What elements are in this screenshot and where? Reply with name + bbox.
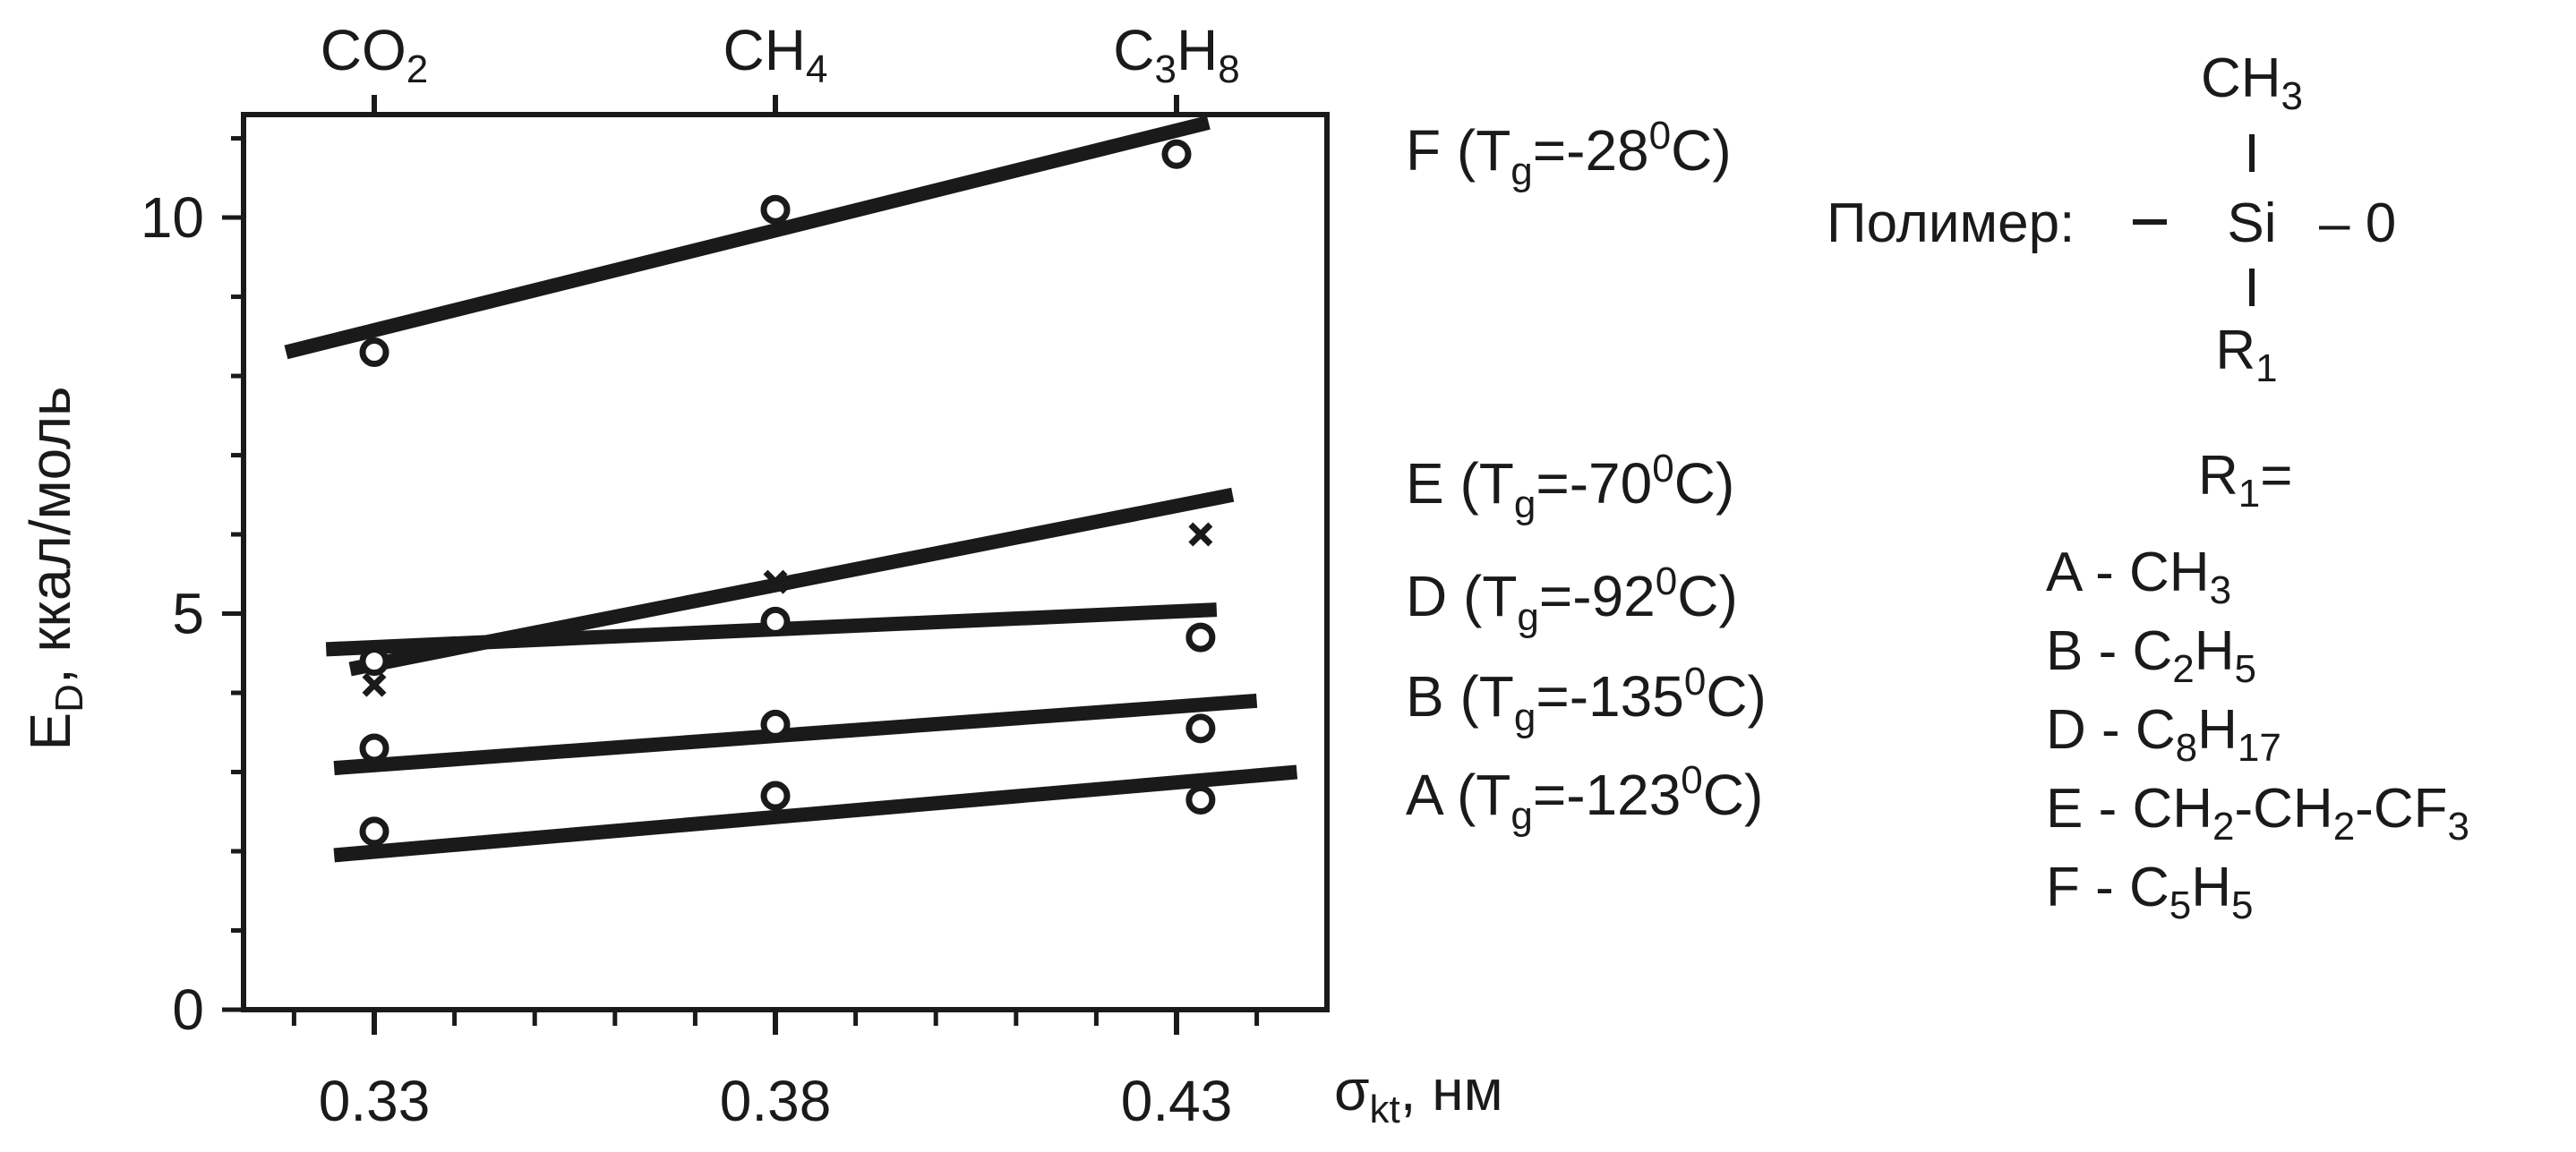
y-axis-title: ED, ккал/моль (18, 386, 91, 750)
structure-center: Si (2227, 192, 2276, 254)
point-A (359, 816, 389, 847)
cross-stroke (763, 569, 788, 594)
gas-label: CH4 (723, 18, 828, 91)
series-label-A: A (Tg=-1230C) (1406, 758, 1763, 838)
fit-line-A (333, 764, 1298, 863)
point-A (1185, 784, 1216, 815)
structure-top-group: CH3 (2201, 47, 2303, 118)
series-label-B: B (Tg=-1350C) (1406, 660, 1767, 739)
y-tick-label: 10 (141, 185, 204, 250)
series-A (333, 764, 1298, 863)
markers-B (359, 709, 1216, 764)
polymer-structure: CH3 Полимер: Si – 0 R1 R1= A - CH3 B - C2H5 D - … (1827, 47, 2469, 927)
x-tick-label: 0.43 (1121, 1069, 1233, 1133)
point-B (760, 709, 791, 739)
substituent-item: E - CH2-CH2-CF3 (2046, 778, 2469, 849)
series-label-F: F (Tg=-280C) (1406, 114, 1732, 193)
markers-D (359, 606, 1216, 677)
point-A (760, 781, 791, 811)
plot-frame (241, 112, 1330, 1012)
y-tick-label: 5 (172, 582, 204, 646)
fit-line-F (284, 115, 1211, 360)
markers-E (362, 522, 1213, 697)
y-tick-label: 0 (172, 977, 204, 1042)
point-F (1161, 139, 1192, 169)
point-B (359, 733, 389, 764)
cross-stroke (1188, 522, 1213, 547)
point-D (359, 646, 389, 677)
r1-header: R1= (2198, 445, 2292, 516)
gas-label: CO2 (321, 18, 428, 91)
substituent-item: B - C2H5 (2046, 620, 2256, 691)
markers-F (359, 139, 1192, 367)
point-E (763, 569, 788, 594)
point-F (760, 194, 791, 225)
cross-stroke (362, 672, 387, 697)
substituent-item: F - C5H5 (2046, 857, 2254, 927)
series-F (284, 115, 1211, 360)
substituent-item: D - C8H17 (2046, 699, 2281, 770)
structure-bottom-group: R1 (2215, 320, 2277, 390)
point-E (362, 672, 387, 697)
structure-right: – 0 (2319, 192, 2396, 254)
x-axis-title: σkt, нм (1334, 1058, 1503, 1131)
series-B (333, 693, 1258, 776)
substituent-item: A - CH3 (2046, 542, 2231, 612)
point-E (1188, 522, 1213, 547)
x-tick-label: 0.33 (319, 1069, 431, 1133)
point-D (1185, 622, 1216, 653)
point-D (760, 606, 791, 636)
point-B (1185, 713, 1216, 744)
markers-A (359, 781, 1216, 847)
series-label-D: D (Tg=-920C) (1406, 559, 1738, 639)
point-F (359, 337, 389, 367)
plot-area: 0.33 0.38 0.43 0 5 10 CO2 CH4 C3H8 σkt, нм ED, кка… (18, 18, 1503, 1133)
structure-prefix: Полимер: (1827, 192, 2075, 254)
series-label-E: E (Tg=-700C) (1406, 447, 1734, 526)
fit-line-B (333, 693, 1258, 776)
series-labels: F (Tg=-280C) E (Tg=-700C) D (Tg=-920C) B (T… (1406, 114, 1767, 838)
gas-label: C3H8 (1113, 18, 1239, 91)
x-tick-label: 0.38 (720, 1069, 832, 1133)
